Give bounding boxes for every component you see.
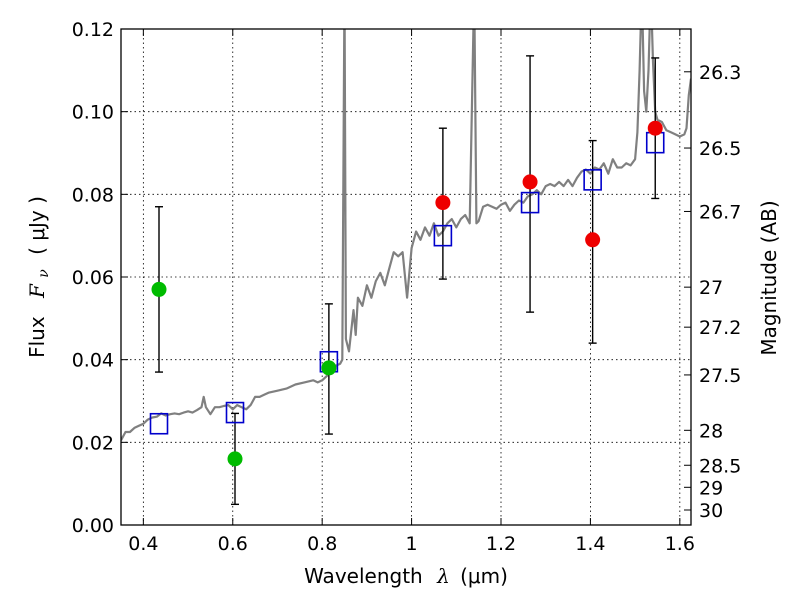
y2-tick-label: 26.7 <box>699 201 741 223</box>
y-axis-title: Flux F ν ( μJy ) <box>25 196 53 358</box>
x-tick-label: 0.6 <box>218 533 248 555</box>
y2-tick-label: 26.3 <box>699 62 741 84</box>
spectrum-line <box>121 29 691 441</box>
x-tick-label: 1.4 <box>575 533 605 555</box>
x-tick-label: 1.6 <box>665 533 695 555</box>
model-photometry-point <box>149 412 169 435</box>
y2-tick-label: 27 <box>699 277 723 299</box>
y2-axis-title: Magnitude (AB) <box>757 200 781 355</box>
axis-ticks: 0.4 0.6 0.8 1 1.2 1.4 1.6 0.00 0.02 0.04 0.06 0.08 0… <box>72 19 742 555</box>
observed-flux-point <box>151 281 167 297</box>
observed-flux-point <box>647 120 663 136</box>
y-tick-label: 0.12 <box>72 19 114 41</box>
error-bars <box>155 55 660 506</box>
x-tick-label: 0.8 <box>307 533 337 555</box>
observed-flux-point <box>435 195 451 211</box>
observed-flux-point <box>522 174 538 190</box>
y2-tick-label: 26.5 <box>699 138 741 160</box>
y-tick-label: 0.06 <box>72 267 114 289</box>
model-spectrum <box>121 29 691 441</box>
x-tick-label: 1 <box>406 533 418 555</box>
y2-tick-label: 28.5 <box>699 455 741 477</box>
observed-flux-point <box>585 232 601 248</box>
y2-tick-label: 27.2 <box>699 317 741 339</box>
x-tick-label: 1.2 <box>486 533 516 555</box>
y2-tick-label: 30 <box>699 500 723 522</box>
y-tick-label: 0.08 <box>72 184 114 206</box>
y2-tick-label: 29 <box>699 477 723 499</box>
x-tick-label: 0.4 <box>128 533 158 555</box>
data-markers <box>149 120 665 467</box>
grid <box>121 28 691 526</box>
y2-tick-label: 28 <box>699 420 723 442</box>
y2-tick-label: 27.5 <box>699 365 741 387</box>
model-photometry-point <box>583 169 602 191</box>
x-axis-title: Wavelength λ (μm) <box>304 564 508 588</box>
y-tick-label: 0.10 <box>72 102 114 124</box>
y-tick-label: 0.04 <box>72 350 114 372</box>
observed-flux-point <box>227 451 243 467</box>
y-tick-label: 0.02 <box>72 432 114 454</box>
observed-flux-point <box>321 360 337 376</box>
model-photometry-point <box>433 224 453 247</box>
model-photometry-point <box>520 191 540 214</box>
y-tick-label: 0.00 <box>72 515 114 537</box>
model-photometry-point <box>225 401 245 424</box>
